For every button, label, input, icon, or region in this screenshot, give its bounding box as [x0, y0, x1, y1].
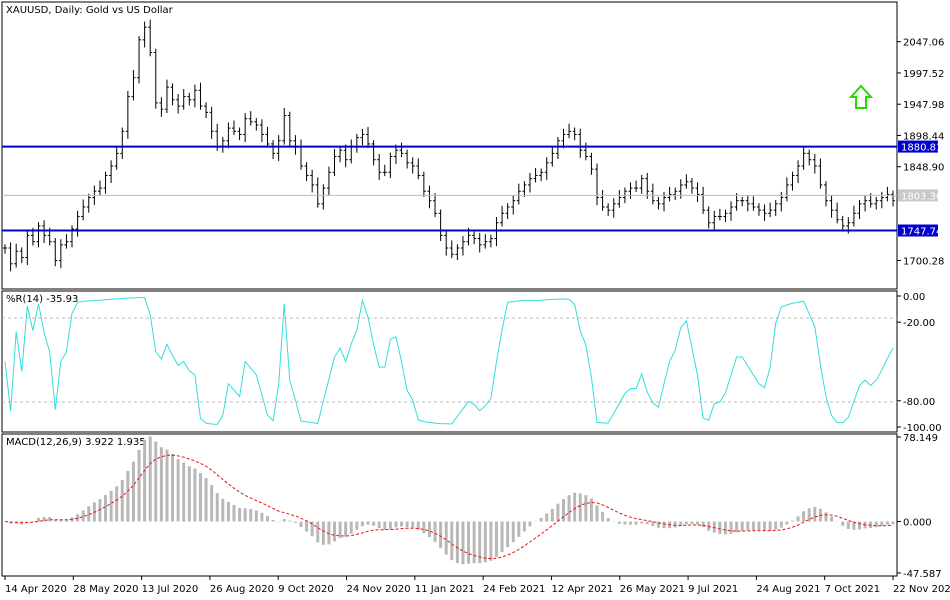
macd-panel-frame	[1, 433, 898, 577]
x-tick-label: 13 Jul 2020	[142, 584, 199, 595]
x-tick-label: 24 Feb 2021	[483, 584, 545, 595]
price-y-tick-label: 1947.98	[903, 100, 944, 111]
x-tick-label: 28 May 2020	[73, 584, 138, 595]
price-y-tick-label: 1997.52	[903, 69, 944, 80]
x-tick-label: 9 Jul 2021	[688, 584, 738, 595]
x-tick-label: 7 Oct 2021	[825, 584, 880, 595]
price-panel-frame	[1, 1, 898, 290]
macd-y-axis: 78.149 0.000 -47.587	[897, 433, 942, 580]
macd-panel: MACD(12,26,9) 3.922 1.935 78.149 0.000 -47…	[1, 433, 942, 580]
wpr-panel-frame	[1, 290, 898, 433]
macd-y-tick-label: 78.149	[903, 433, 938, 444]
price-bars	[3, 19, 895, 272]
current-price-label: 1803.36	[901, 191, 942, 202]
wpr-y-tick-label: -20.00	[903, 318, 935, 329]
x-tick-label: 12 Apr 2021	[551, 584, 613, 595]
macd-y-tick-label: 0.000	[903, 518, 932, 529]
macd-y-tick-label: -47.587	[903, 569, 942, 580]
price-y-tick-label: 1848.90	[903, 163, 944, 174]
price-panel-title: XAUUSD, Daily: Gold vs US Dollar	[6, 5, 174, 16]
current-price-box	[898, 189, 938, 202]
x-tick-label: 24 Aug 2021	[756, 584, 820, 595]
price-y-tick-label: 1898.44	[903, 131, 944, 142]
macd-histogram	[9, 436, 895, 565]
wpr-line	[4, 297, 894, 425]
level-label-box	[898, 224, 938, 237]
level-label: 1880.81	[901, 143, 942, 154]
wpr-y-tick-label: -100.00	[903, 423, 942, 434]
x-tick-label: 14 Apr 2020	[5, 584, 67, 595]
x-tick-label: 11 Jan 2021	[415, 584, 475, 595]
price-panel: XAUUSD, Daily: Gold vs US Dollar 1880.81…	[1, 1, 944, 290]
x-tick-label: 22 Nov 2021	[893, 584, 950, 595]
x-tick-label: 24 Nov 2020	[347, 584, 411, 595]
horizontal-levels: 1880.81 1747.74	[2, 140, 942, 238]
macd-panel-title: MACD(12,26,9) 3.922 1.935	[6, 437, 146, 448]
x-tick-label: 26 Aug 2020	[210, 584, 274, 595]
level-label: 1747.74	[901, 227, 942, 238]
macd-signal-line	[4, 454, 894, 560]
up-arrow-icon	[848, 84, 874, 109]
x-axis: 14 Apr 2020 28 May 2020 13 Jul 2020 26 Aug …	[4, 576, 950, 595]
price-y-tick-label: 2047.06	[903, 38, 944, 49]
price-y-tick-label: 1700.28	[903, 256, 944, 267]
wpr-panel: %R(14) -35.93 0.00 -20.00 -80.00 -100.00	[1, 290, 942, 434]
level-label-box	[898, 140, 938, 153]
x-tick-label: 9 Oct 2020	[278, 584, 333, 595]
wpr-y-axis: 0.00 -20.00 -80.00 -100.00	[897, 292, 942, 434]
wpr-y-tick-label: 0.00	[903, 292, 925, 303]
wpr-y-tick-label: -80.00	[903, 397, 935, 408]
x-tick-label: 26 May 2021	[620, 584, 685, 595]
wpr-panel-title: %R(14) -35.93	[6, 294, 78, 305]
price-y-axis: 2047.06 1997.52 1947.98 1898.44 1848.90 1700.…	[897, 38, 944, 267]
